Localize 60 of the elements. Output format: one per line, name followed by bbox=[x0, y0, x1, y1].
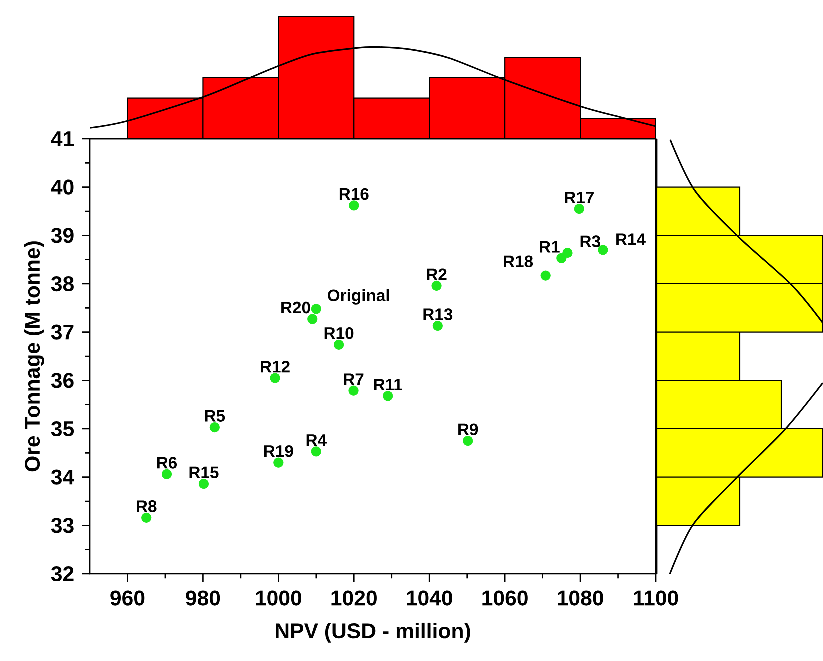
x-tick-label: 1020 bbox=[332, 590, 377, 606]
data-label: R4 bbox=[306, 434, 327, 446]
point bbox=[274, 458, 284, 468]
point bbox=[463, 436, 474, 446]
x-tick-label: 1100 bbox=[634, 590, 678, 606]
point bbox=[270, 373, 280, 384]
data-label: R2 bbox=[427, 268, 447, 280]
point bbox=[574, 204, 584, 214]
x-tick-label: 1000 bbox=[256, 590, 302, 606]
data-label: R5 bbox=[205, 410, 226, 422]
data-label: R1 bbox=[540, 241, 560, 253]
x-tick-label: 1040 bbox=[407, 590, 452, 606]
point bbox=[210, 422, 220, 433]
x-tick-label: 1080 bbox=[558, 590, 604, 606]
y-tick-label: 33 bbox=[51, 518, 74, 534]
point bbox=[334, 340, 344, 350]
x-tick-label: 960 bbox=[110, 590, 145, 606]
x-tick-label: 1060 bbox=[482, 590, 528, 606]
y-tick-label: 39 bbox=[51, 228, 74, 244]
x-axis-title: NPV (USD - million) bbox=[276, 622, 470, 643]
data-label: R12 bbox=[261, 361, 290, 373]
point bbox=[432, 320, 443, 332]
point bbox=[162, 469, 172, 480]
point bbox=[348, 386, 359, 396]
data-label: R3 bbox=[580, 236, 600, 248]
data-label: R20 bbox=[282, 302, 310, 314]
data-label: R18 bbox=[504, 256, 534, 268]
data-label: R7 bbox=[344, 374, 364, 386]
point bbox=[308, 314, 318, 324]
y-tick-label: 32 bbox=[51, 566, 74, 582]
data-label: R17 bbox=[565, 192, 594, 204]
y-tick-label: 36 bbox=[51, 373, 74, 388]
point bbox=[198, 479, 210, 490]
y-tick-label: 41 bbox=[51, 132, 74, 146]
point bbox=[383, 391, 394, 402]
data-label: R8 bbox=[137, 500, 157, 512]
point bbox=[540, 270, 551, 281]
y-tick-label: 37 bbox=[51, 324, 74, 340]
data-label: R9 bbox=[458, 424, 478, 436]
y-tick-label: 40 bbox=[51, 180, 74, 195]
data-label: R15 bbox=[190, 466, 219, 479]
point bbox=[311, 446, 322, 457]
data-label: R14 bbox=[616, 234, 646, 246]
point bbox=[142, 512, 152, 523]
data-label: R10 bbox=[324, 328, 354, 340]
y-tick-label: 35 bbox=[51, 421, 74, 437]
point bbox=[311, 304, 322, 314]
data-label: R19 bbox=[264, 445, 294, 458]
y-axis-title: Ore Tonnage (M tonne) bbox=[24, 242, 44, 472]
y-tick-label: 38 bbox=[51, 276, 74, 292]
point bbox=[349, 200, 360, 211]
data-label: Original bbox=[328, 289, 390, 305]
data-label: R11 bbox=[374, 379, 402, 391]
x-tick-label: 980 bbox=[186, 590, 220, 606]
point bbox=[562, 248, 573, 258]
data-label: R13 bbox=[424, 308, 453, 320]
data-label: R16 bbox=[340, 188, 369, 200]
data-label: R6 bbox=[157, 457, 178, 469]
point bbox=[432, 280, 442, 292]
y-tick-label: 34 bbox=[51, 470, 75, 485]
